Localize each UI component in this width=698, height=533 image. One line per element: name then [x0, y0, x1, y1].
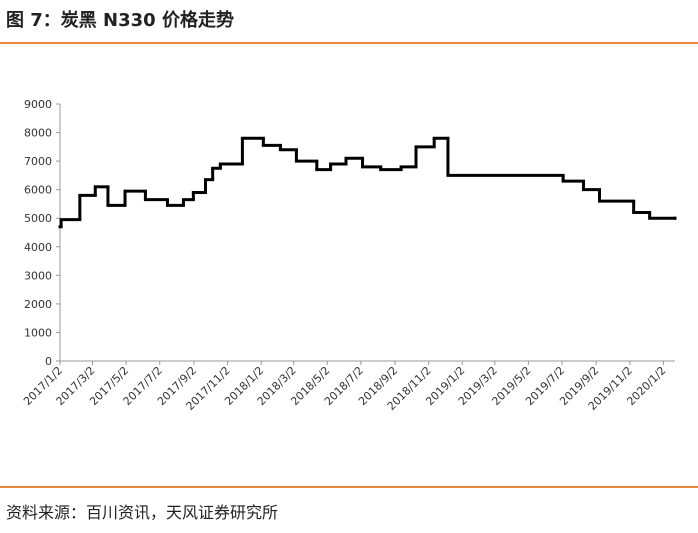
y-tick-label: 4000	[24, 241, 52, 254]
chart-title: 图 7：炭黑 N330 价格走势	[6, 9, 234, 31]
y-tick-label: 5000	[24, 212, 52, 225]
source-note: 资料来源：百川资讯，天风证券研究所	[6, 503, 278, 522]
y-tick-label: 0	[45, 355, 52, 368]
y-tick-label: 7000	[24, 155, 52, 168]
y-tick-label: 1000	[24, 326, 52, 339]
y-tick-label: 9000	[24, 98, 52, 111]
y-tick-label: 2000	[24, 298, 52, 311]
y-tick-label: 8000	[24, 127, 52, 140]
y-tick-label: 6000	[24, 184, 52, 197]
y-tick-label: 3000	[24, 269, 52, 282]
